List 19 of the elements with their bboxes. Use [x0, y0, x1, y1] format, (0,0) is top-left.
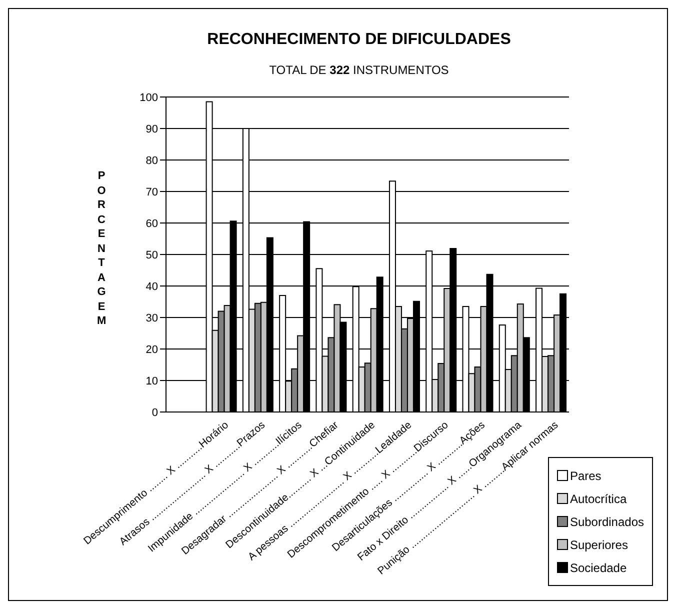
y-tick-label: 0 — [152, 406, 158, 419]
y-tick-label: 90 — [146, 123, 158, 136]
chart-subtitle: TOTAL DE 322 INSTRUMENTOS — [269, 63, 449, 77]
legend-label: Autocrítica — [570, 492, 627, 506]
legend-label: Sociedade — [570, 560, 627, 574]
legend-label: Subordinados — [570, 514, 644, 528]
y-tick-label: 30 — [146, 312, 158, 324]
y-tick-label: 60 — [146, 218, 158, 230]
y-tick-label: 20 — [146, 344, 158, 356]
y-tick-label: 10 — [146, 375, 158, 388]
y-tick-label: 50 — [146, 249, 158, 262]
chart-title: RECONHECIMENTO DE DIFICULDADES — [206, 31, 512, 49]
text: PORCENTAGEM — [97, 170, 106, 327]
y-tick-label: 40 — [146, 280, 158, 293]
y-tick-label: 80 — [146, 154, 158, 167]
legend-label: Superiores — [570, 538, 628, 552]
y-tick-label: 70 — [146, 186, 158, 198]
y-tick-label: 100 — [140, 92, 158, 104]
legend-label: Pares — [570, 468, 602, 482]
